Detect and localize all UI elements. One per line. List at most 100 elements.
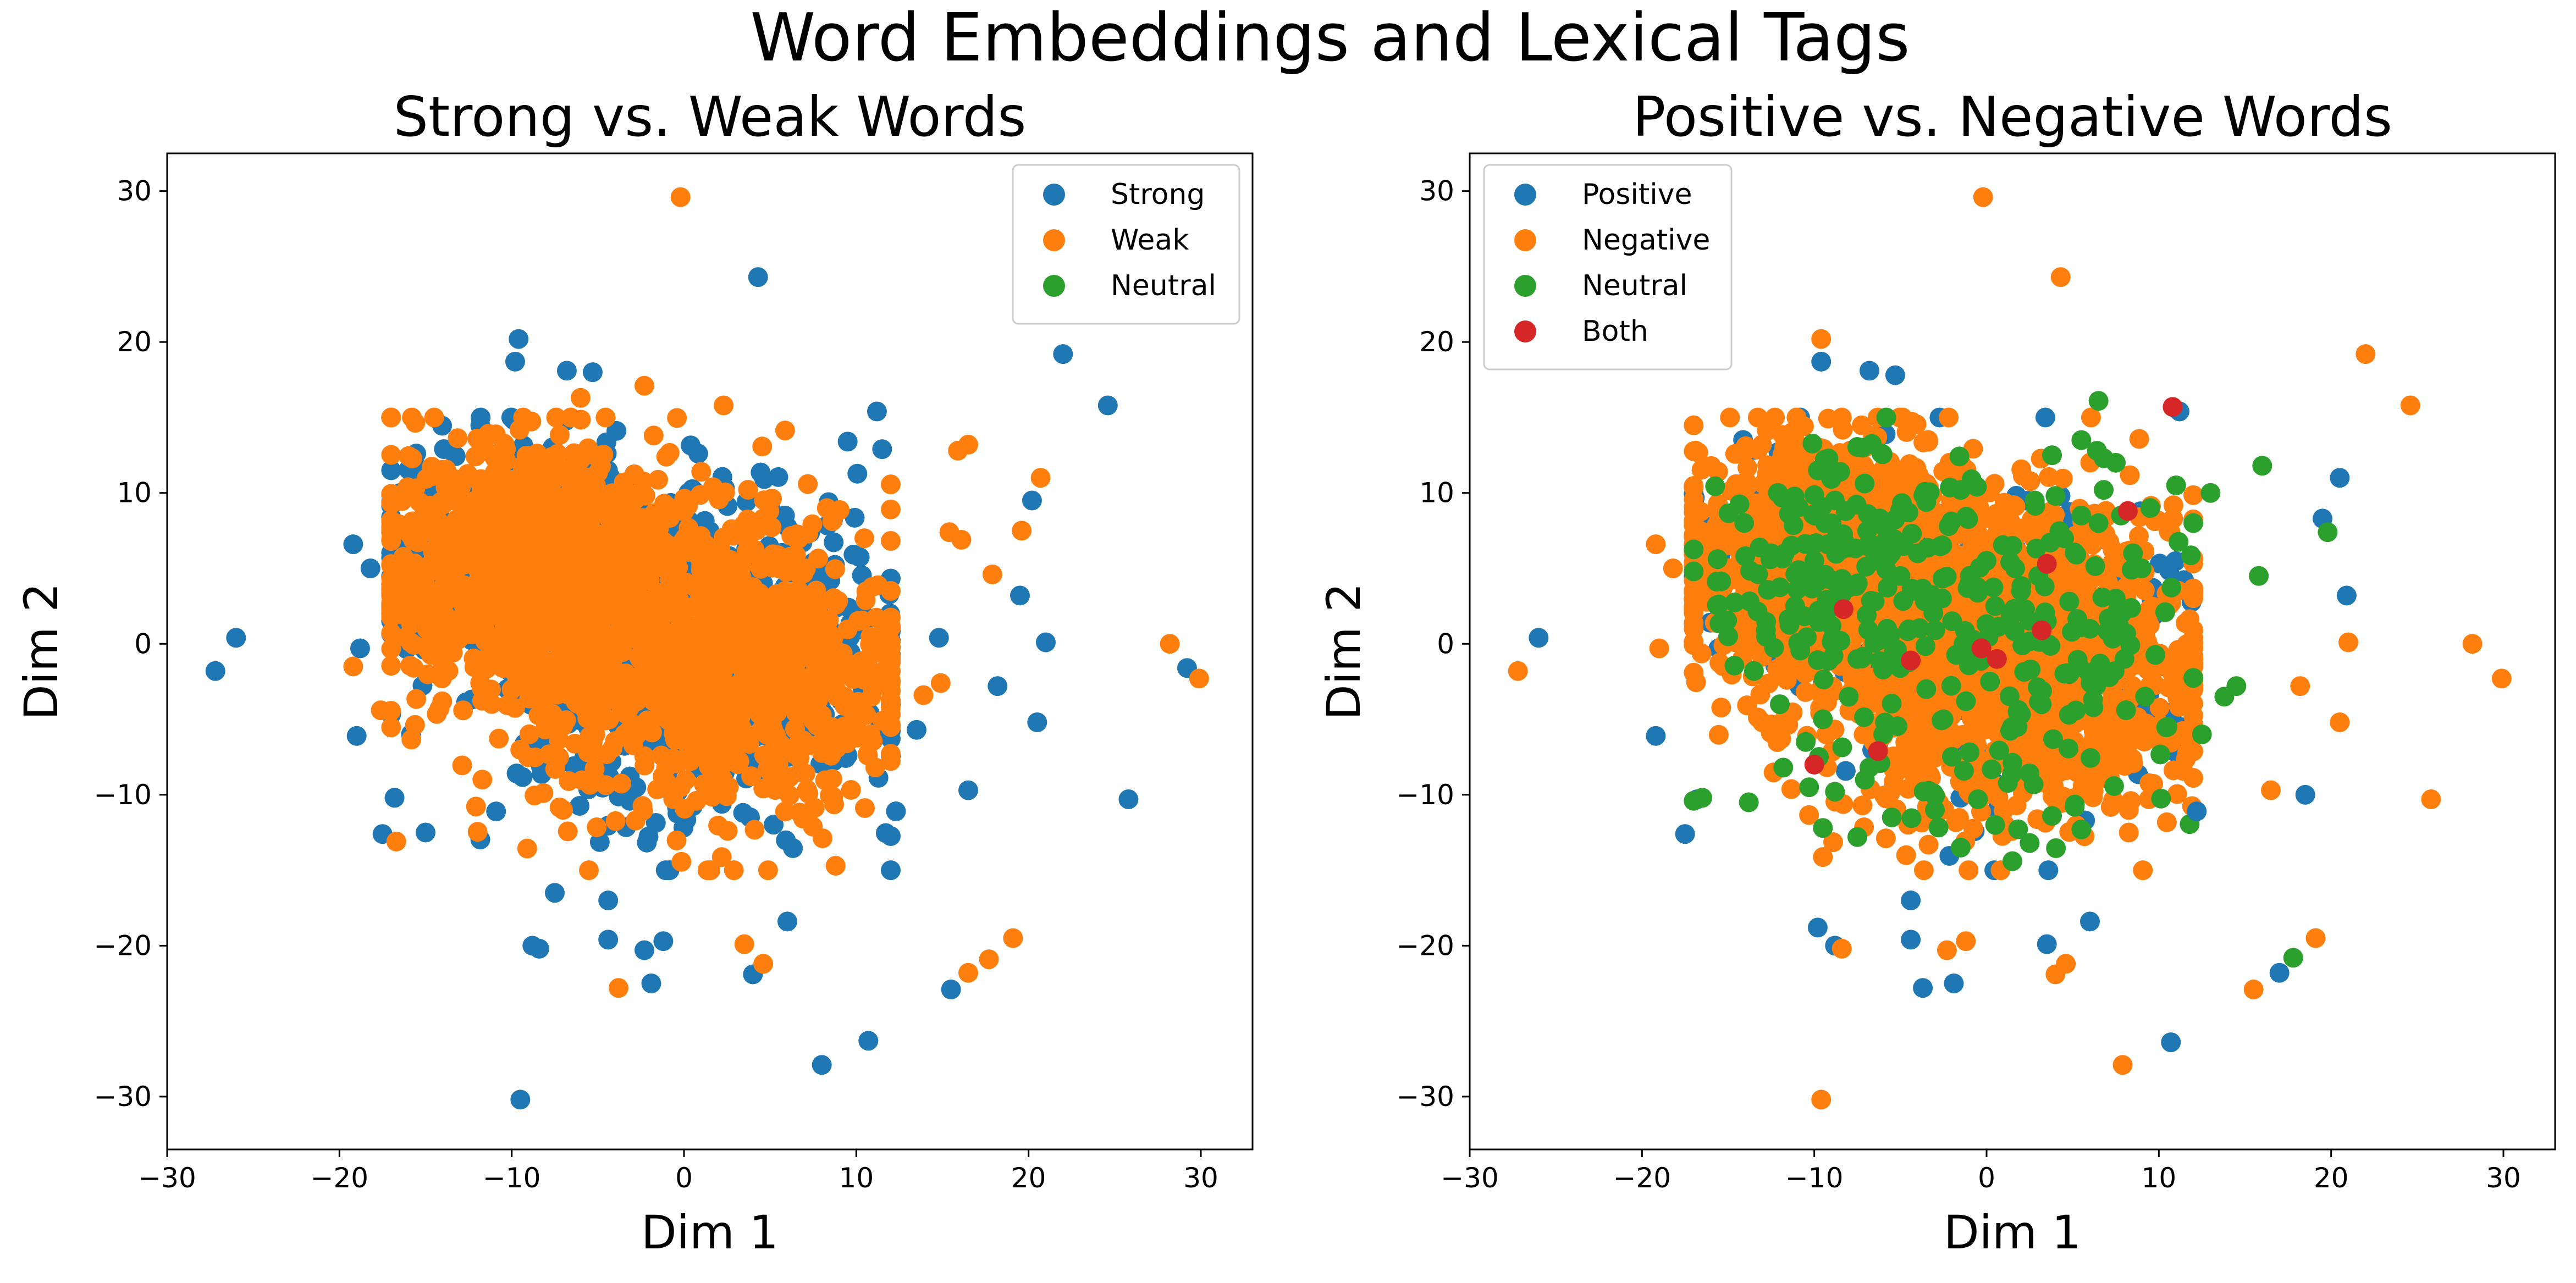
cluster-point bbox=[482, 694, 502, 714]
cluster-point bbox=[710, 702, 731, 722]
data-point bbox=[939, 522, 959, 543]
cluster-point bbox=[739, 734, 759, 754]
cluster-point bbox=[511, 596, 531, 616]
cluster-point bbox=[665, 633, 686, 653]
data-point bbox=[753, 954, 774, 974]
left-chart: Strong vs. Weak Words−30 −20 −10 0 10 20 30−30… bbox=[14, 85, 1254, 1259]
cluster-point bbox=[637, 832, 657, 853]
y-tick-label: −30 bbox=[93, 1081, 152, 1113]
cluster-point bbox=[523, 639, 544, 660]
cluster-point bbox=[580, 775, 600, 795]
cluster-point bbox=[486, 633, 506, 654]
cluster-point bbox=[2121, 791, 2141, 811]
cluster-point bbox=[505, 698, 525, 718]
cluster-point bbox=[469, 507, 489, 527]
cluster-point bbox=[2143, 773, 2164, 794]
cluster-point bbox=[389, 514, 409, 534]
cluster-point bbox=[649, 518, 669, 539]
cluster-point bbox=[2120, 465, 2140, 485]
data-point bbox=[346, 726, 367, 746]
data-point bbox=[958, 780, 978, 800]
cluster-point bbox=[773, 605, 793, 626]
axes-frame bbox=[166, 152, 1254, 1151]
cluster-point bbox=[741, 578, 761, 598]
cluster-point bbox=[402, 407, 422, 428]
cluster-point bbox=[1725, 444, 1745, 464]
cluster-point bbox=[690, 548, 710, 568]
cluster-point bbox=[381, 407, 401, 428]
cluster-point bbox=[881, 681, 901, 701]
cluster-point bbox=[570, 674, 590, 694]
cluster-point bbox=[881, 698, 901, 718]
data-point bbox=[734, 934, 754, 954]
cluster-point bbox=[843, 667, 863, 687]
cluster-point bbox=[542, 530, 562, 551]
cluster-point bbox=[760, 632, 781, 652]
cluster-point bbox=[454, 575, 474, 595]
cluster-point bbox=[558, 821, 578, 842]
cluster-point bbox=[881, 860, 901, 881]
cluster-point bbox=[587, 600, 607, 621]
cluster-point bbox=[825, 559, 845, 579]
cluster-point bbox=[529, 500, 549, 521]
cluster-point bbox=[776, 562, 797, 582]
cluster-point bbox=[643, 425, 664, 446]
cluster-point bbox=[817, 654, 837, 674]
cluster-point bbox=[538, 651, 559, 671]
cluster-point bbox=[797, 779, 817, 800]
cluster-point bbox=[2165, 551, 2186, 571]
cluster-point bbox=[589, 832, 610, 852]
cluster-point bbox=[810, 733, 831, 754]
cluster-point bbox=[602, 738, 622, 758]
data-point bbox=[350, 638, 370, 659]
cluster-point bbox=[826, 681, 847, 701]
cluster-point bbox=[546, 407, 566, 428]
cluster-point bbox=[793, 730, 813, 750]
cluster-point bbox=[581, 743, 601, 763]
cluster-point bbox=[494, 434, 515, 455]
data-point bbox=[598, 930, 619, 950]
cluster-point bbox=[725, 553, 745, 573]
data-point bbox=[343, 534, 363, 555]
cluster-point bbox=[584, 759, 605, 779]
cluster-point bbox=[796, 764, 816, 784]
x-tick-label: 10 bbox=[839, 1162, 874, 1194]
cluster-point bbox=[845, 724, 865, 744]
cluster-point bbox=[1876, 828, 1896, 849]
cluster-point bbox=[881, 607, 901, 628]
cluster-point bbox=[1777, 670, 1797, 690]
data-point bbox=[653, 931, 674, 952]
cluster-point bbox=[881, 499, 901, 519]
cluster-point bbox=[406, 689, 427, 709]
cluster-point bbox=[398, 477, 418, 497]
cluster-point bbox=[569, 624, 589, 645]
data-point bbox=[634, 940, 654, 960]
cluster-point bbox=[507, 668, 527, 689]
cluster-point bbox=[724, 860, 744, 881]
cluster-point bbox=[626, 628, 647, 648]
data-point bbox=[1160, 634, 1180, 654]
data-point bbox=[1036, 632, 1056, 652]
cluster-point bbox=[881, 751, 901, 771]
cluster-point bbox=[548, 444, 568, 464]
cluster-point bbox=[517, 838, 537, 859]
data-point bbox=[634, 375, 654, 396]
cluster-point bbox=[812, 828, 832, 848]
y-tick-label: −20 bbox=[93, 930, 152, 961]
cluster-point bbox=[519, 724, 539, 744]
cluster-point bbox=[400, 656, 420, 676]
cluster-point bbox=[396, 590, 416, 610]
cluster-point bbox=[856, 581, 876, 601]
cluster-point bbox=[699, 663, 719, 684]
cluster-point bbox=[741, 766, 762, 787]
cluster-point bbox=[446, 509, 467, 529]
cluster-point bbox=[656, 446, 676, 467]
data-point bbox=[948, 440, 968, 461]
cluster-point bbox=[409, 577, 429, 598]
data-point bbox=[930, 673, 951, 693]
cluster-point bbox=[551, 572, 571, 592]
cluster-point bbox=[700, 860, 721, 881]
data-point bbox=[777, 911, 797, 932]
y-tick-label: 20 bbox=[117, 326, 152, 358]
cluster-point bbox=[676, 652, 697, 672]
